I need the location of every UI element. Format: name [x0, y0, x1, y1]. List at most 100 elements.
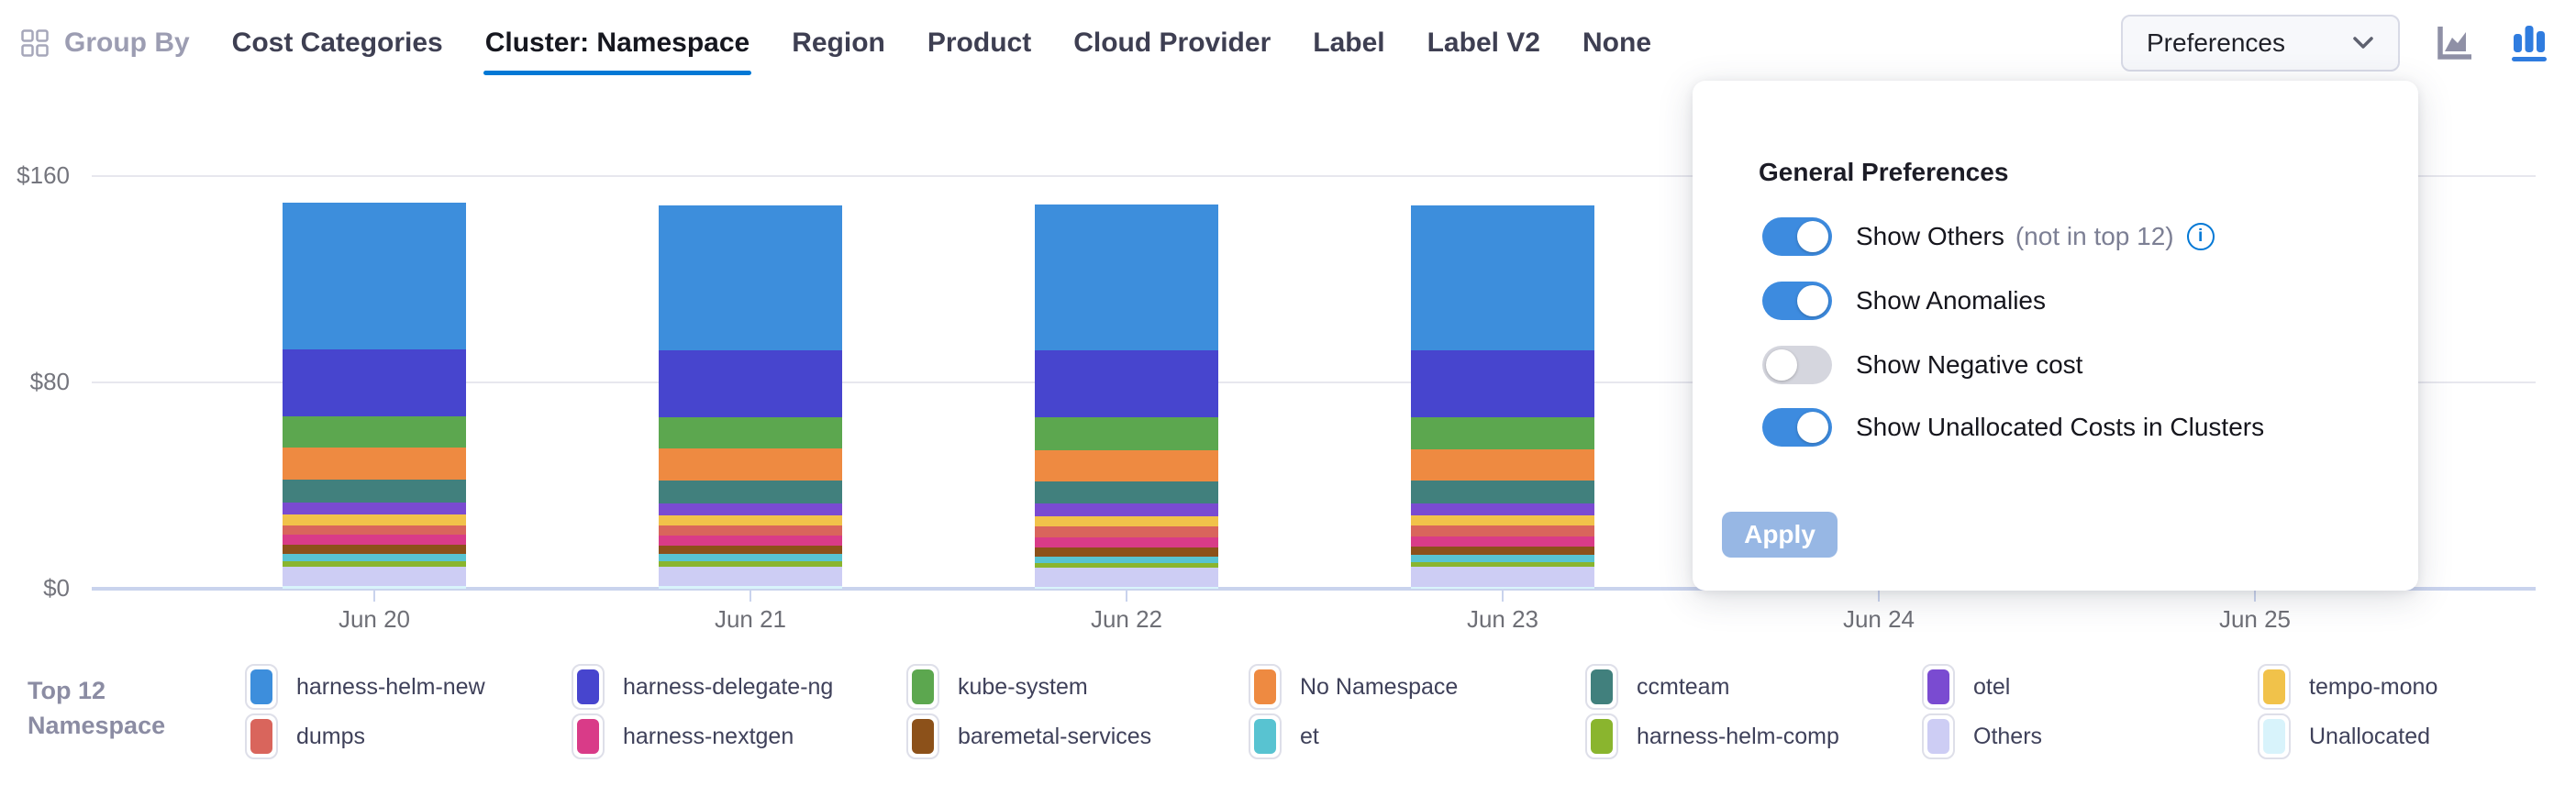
preferences-dropdown-button[interactable]: Preferences — [2121, 15, 2400, 72]
legend-label: No Namespace — [1300, 673, 1459, 700]
bar-segment-otel[interactable] — [1411, 503, 1594, 516]
bar-segment-kube-system[interactable] — [659, 416, 842, 449]
bar-segment-no-namespace[interactable] — [1035, 449, 1218, 481]
bar-segment-harness-delegate-ng[interactable] — [659, 350, 842, 417]
bar-segment-harness-delegate-ng[interactable] — [1035, 349, 1218, 417]
bar-segment-harness-helm-new[interactable] — [1411, 205, 1594, 350]
bar-segment-baremetal-services[interactable] — [283, 545, 466, 555]
bar-segment-baremetal-services[interactable] — [659, 545, 842, 555]
legend-item-kube-system[interactable]: kube-system — [906, 664, 1088, 710]
bar-segment-no-namespace[interactable] — [1411, 448, 1594, 481]
bar-segment-harness-helm-new[interactable] — [659, 205, 842, 351]
tab-label: Label V2 — [1427, 28, 1540, 58]
preference-row-show-others: Show Others (not in top 12) i — [1762, 216, 2215, 257]
bar-segment-others[interactable] — [1035, 567, 1218, 588]
legend-item-no-namespace[interactable]: No Namespace — [1249, 664, 1458, 710]
bar-segment-unallocated[interactable] — [283, 586, 466, 589]
group-by-tab-none[interactable]: None — [1582, 28, 1651, 59]
bar-segment-kube-system[interactable] — [283, 415, 466, 448]
bar-segment-otel[interactable] — [1035, 503, 1218, 516]
bar-segment-et[interactable] — [1411, 555, 1594, 562]
bar-segment-et[interactable] — [1035, 556, 1218, 563]
bar-segment-tempo-mono[interactable] — [1411, 515, 1594, 526]
legend-item-harness-helm-new[interactable]: harness-helm-new — [245, 664, 485, 710]
chevron-down-icon — [2353, 37, 2373, 49]
area-chart-type-icon[interactable] — [2433, 19, 2475, 67]
bar-segment-harness-nextgen[interactable] — [1411, 536, 1594, 547]
bar-segment-ccmteam[interactable] — [659, 480, 842, 503]
legend-item-harness-delegate-ng[interactable]: harness-delegate-ng — [572, 664, 833, 710]
bar-segment-kube-system[interactable] — [1035, 416, 1218, 450]
bar-segment-harness-nextgen[interactable] — [283, 535, 466, 546]
bar-segment-harness-delegate-ng[interactable] — [283, 348, 466, 416]
bar-segment-baremetal-services[interactable] — [1411, 546, 1594, 556]
bar-segment-harness-helm-new[interactable] — [283, 203, 466, 349]
toggle-show-unallocated-costs-in-clusters[interactable] — [1762, 408, 1832, 447]
bar-segment-harness-nextgen[interactable] — [659, 536, 842, 546]
toggle-show-negative-cost[interactable] — [1762, 346, 1832, 384]
gridline-80 — [92, 381, 2536, 383]
group-by-tab-label[interactable]: Label — [1313, 28, 1384, 59]
legend-item-otel[interactable]: otel — [1922, 664, 2010, 710]
bar-segment-others[interactable] — [659, 567, 842, 587]
bar-segment-dumps[interactable] — [1411, 525, 1594, 536]
legend-item-harness-nextgen[interactable]: harness-nextgen — [572, 713, 794, 759]
bar-segment-no-namespace[interactable] — [659, 448, 842, 481]
bar-segment-unallocated[interactable] — [659, 586, 842, 589]
legend-color-chip — [1585, 664, 1618, 710]
legend-item-baremetal-services[interactable]: baremetal-services — [906, 713, 1151, 759]
bar-segment-ccmteam[interactable] — [1035, 481, 1218, 503]
legend-color-fill — [1591, 719, 1613, 754]
legend-item-et[interactable]: et — [1249, 713, 1319, 759]
group-by-tab-cost-categories[interactable]: Cost Categories — [232, 28, 443, 59]
legend-item-harness-helm-comp[interactable]: harness-helm-comp — [1585, 713, 1839, 759]
bar-segment-unallocated[interactable] — [1411, 586, 1594, 589]
group-by-tab-product[interactable]: Product — [927, 28, 1031, 59]
group-by-tab-cluster-namespace[interactable]: Cluster: Namespace — [483, 28, 752, 75]
legend-item-ccmteam[interactable]: ccmteam — [1585, 664, 1729, 710]
legend-item-others[interactable]: Others — [1922, 713, 2042, 759]
bar-segment-harness-helm-comp[interactable] — [1411, 561, 1594, 568]
bar-segment-harness-helm-new[interactable] — [1035, 204, 1218, 350]
bar-segment-harness-delegate-ng[interactable] — [1411, 349, 1594, 417]
bar-segment-baremetal-services[interactable] — [1035, 547, 1218, 557]
preferences-panel-title: General Preferences — [1759, 158, 2009, 186]
info-icon[interactable]: i — [2186, 223, 2215, 250]
bar-segment-et[interactable] — [283, 554, 466, 561]
bar-segment-no-namespace[interactable] — [283, 448, 466, 480]
legend-color-chip — [1922, 713, 1955, 759]
bar-segment-tempo-mono[interactable] — [659, 514, 842, 526]
y-axis-label: $0 — [43, 574, 70, 602]
bar-segment-others[interactable] — [1411, 567, 1594, 587]
group-by-tab-region[interactable]: Region — [792, 28, 885, 59]
bar-segment-harness-nextgen[interactable] — [1035, 537, 1218, 547]
legend-item-dumps[interactable]: dumps — [245, 713, 365, 759]
toggle-show-anomalies[interactable] — [1762, 282, 1832, 320]
bar-segment-harness-helm-comp[interactable] — [659, 561, 842, 568]
legend-item-unallocated[interactable]: Unallocated — [2258, 713, 2430, 759]
apply-button[interactable]: Apply — [1722, 512, 1838, 558]
bar-segment-unallocated[interactable] — [1035, 587, 1218, 589]
bar-segment-dumps[interactable] — [1035, 525, 1218, 538]
bar-segment-et[interactable] — [659, 554, 842, 562]
bar-segment-otel[interactable] — [659, 503, 842, 515]
bar-segment-ccmteam[interactable] — [283, 479, 466, 503]
toggle-show-others[interactable] — [1762, 217, 1832, 256]
bar-segment-harness-helm-comp[interactable] — [283, 560, 466, 567]
legend-color-chip — [1922, 664, 1955, 710]
bar-segment-harness-helm-comp[interactable] — [1035, 562, 1218, 568]
group-by-tab-label-v2[interactable]: Label V2 — [1427, 28, 1540, 59]
legend-item-tempo-mono[interactable]: tempo-mono — [2258, 664, 2437, 710]
bar-segment-otel[interactable] — [283, 503, 466, 514]
bar-segment-others[interactable] — [283, 566, 466, 587]
bar-chart-type-icon[interactable] — [2508, 19, 2550, 67]
bar-segment-dumps[interactable] — [659, 525, 842, 536]
bar-segment-dumps[interactable] — [283, 525, 466, 536]
bar-segment-tempo-mono[interactable] — [1035, 515, 1218, 526]
x-axis-tick — [2254, 589, 2256, 602]
group-by-tab-cloud-provider[interactable]: Cloud Provider — [1073, 28, 1271, 59]
bar-segment-ccmteam[interactable] — [1411, 481, 1594, 504]
legend-color-fill — [2263, 669, 2285, 704]
bar-segment-tempo-mono[interactable] — [283, 514, 466, 525]
bar-segment-kube-system[interactable] — [1411, 416, 1594, 449]
